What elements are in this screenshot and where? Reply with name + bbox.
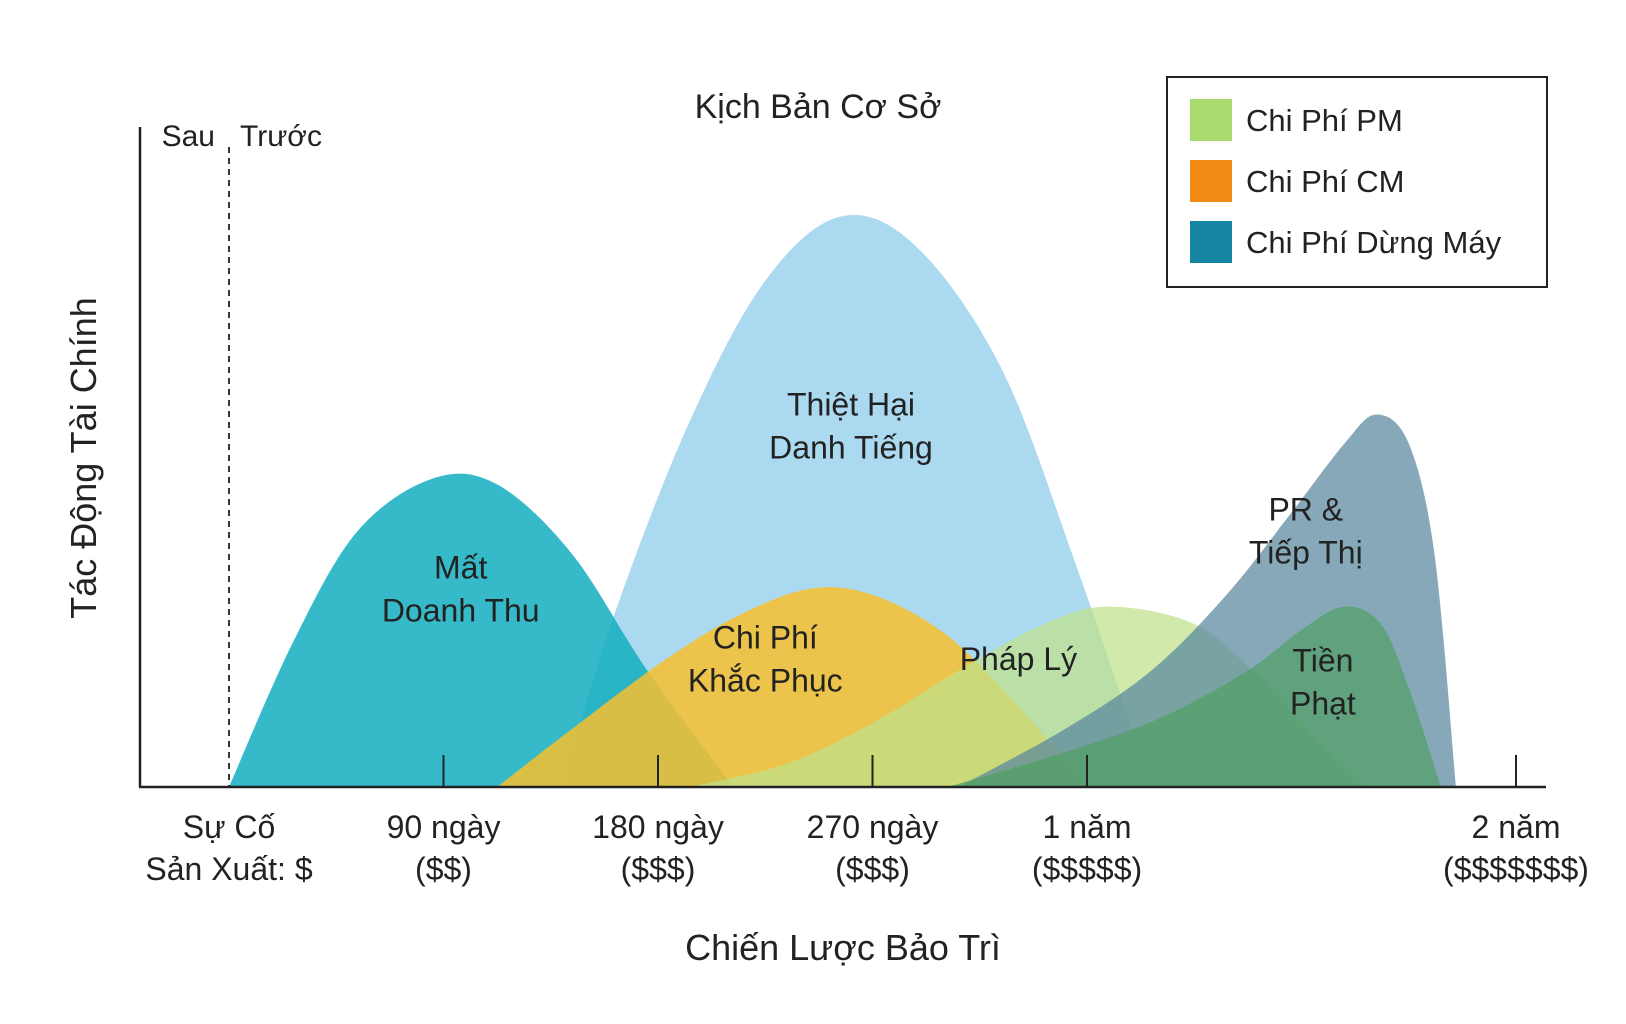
tick-label-2-0: 180 ngày bbox=[592, 809, 724, 845]
area-label-0-1: Danh Tiếng bbox=[769, 430, 933, 466]
tick-label-2-1: ($$$) bbox=[621, 851, 696, 887]
area-5 bbox=[947, 606, 1441, 787]
tick-label-0-0: Sự Cố bbox=[183, 809, 276, 845]
area-label-2-1: Khắc Phục bbox=[688, 663, 843, 699]
areas-layer bbox=[229, 214, 1456, 787]
tick-label-3-1: ($$$) bbox=[835, 851, 910, 887]
labels-layer: Kịch Bản Cơ Sở Sau Trước Chiến Lược Bảo … bbox=[63, 88, 1363, 968]
ticks-layer: Sự Cố Sản Xuất: $ 90 ngày ($$) 180 ngày ($$$)… bbox=[145, 755, 1589, 887]
legend-label-0: Chi Phí PM bbox=[1246, 103, 1403, 138]
legend-swatch-2 bbox=[1190, 221, 1232, 263]
chart-title: Kịch Bản Cơ Sở bbox=[695, 88, 942, 126]
area-label-4-0: PR & bbox=[1268, 491, 1343, 527]
legend-label-1: Chi Phí CM bbox=[1246, 164, 1404, 199]
tick-label-3-0: 270 ngày bbox=[807, 809, 939, 845]
tick-label-4-1: ($$$$$) bbox=[1032, 851, 1142, 887]
area-label-1-0: Mất bbox=[434, 550, 487, 586]
y-axis-title: Tác Động Tài Chính bbox=[63, 297, 104, 619]
legend-swatch-0 bbox=[1190, 99, 1232, 141]
legend-label-2: Chi Phí Dừng Máy bbox=[1246, 225, 1502, 260]
divider-left-label: Sau bbox=[162, 120, 215, 153]
tick-label-5-0: 2 năm bbox=[1472, 809, 1561, 845]
area-label-2-0: Chi Phí bbox=[713, 620, 818, 656]
legend: Chi Phí PM Chi Phí CM Chi Phí Dừng Máy bbox=[1166, 76, 1548, 288]
divider-right-label: Trước bbox=[240, 120, 322, 153]
tick-label-1-1: ($$) bbox=[415, 851, 472, 887]
area-label-3-0: Pháp Lý bbox=[960, 641, 1077, 677]
area-label-5-0: Tiền bbox=[1292, 643, 1353, 679]
area-label-5-1: Phạt bbox=[1290, 686, 1356, 722]
area-label-1-1: Doanh Thu bbox=[382, 593, 540, 629]
tick-label-0-1: Sản Xuất: $ bbox=[145, 851, 312, 887]
area-label-0-0: Thiệt Hại bbox=[787, 387, 915, 423]
tick-label-1-0: 90 ngày bbox=[387, 809, 501, 845]
legend-swatch-1 bbox=[1190, 160, 1232, 202]
area-label-4-1: Tiếp Thị bbox=[1249, 534, 1363, 570]
tick-label-5-1: ($$$$$$$) bbox=[1443, 851, 1589, 887]
x-axis-title: Chiến Lược Bảo Trì bbox=[685, 927, 1001, 968]
axes-layer bbox=[138, 127, 1546, 789]
tick-label-4-0: 1 năm bbox=[1043, 809, 1132, 845]
